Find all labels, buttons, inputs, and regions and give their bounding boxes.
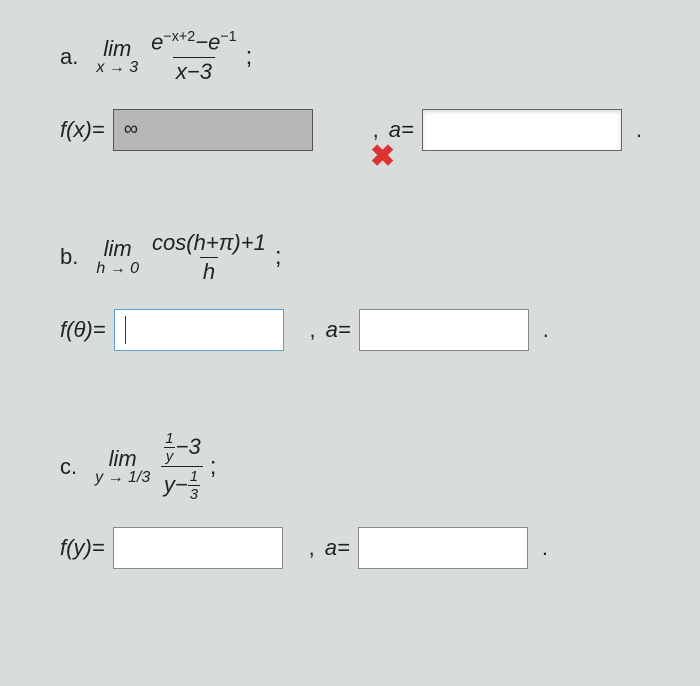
label-c: c. <box>60 454 77 480</box>
problem-a: a. lim x → 3 e−x+2−e−1 x−3 ; f(x)= ∞ ✖ ,… <box>60 30 660 151</box>
answer-row-b: f(θ)= , a= . <box>60 309 660 351</box>
dot: . <box>542 535 548 561</box>
dot: . <box>543 317 549 343</box>
wrong-icon: ✖ <box>370 139 395 174</box>
label-b: b. <box>60 244 78 270</box>
a-input-a[interactable] <box>422 109 622 151</box>
a-label: a= <box>326 317 351 343</box>
denominator-c: y− 1 3 <box>161 466 203 502</box>
ftheta-input-b[interactable] <box>114 309 284 351</box>
expression-a: a. lim x → 3 e−x+2−e−1 x−3 ; <box>60 30 660 84</box>
a-label: a= <box>325 535 350 561</box>
inner-frac-num: 1 y <box>163 431 175 464</box>
limit-a: lim x → 3 <box>96 37 138 77</box>
dot: . <box>636 117 642 143</box>
fy-input-c[interactable] <box>113 527 283 569</box>
text-cursor <box>125 316 126 344</box>
a-input-b[interactable] <box>359 309 529 351</box>
limit-b: lim h → 0 <box>96 237 139 277</box>
denominator-b: h <box>200 257 218 284</box>
semicolon: ; <box>246 43 253 71</box>
ftheta-label: f(θ)= <box>60 317 106 343</box>
problem-b: b. lim h → 0 cos(h+π)+1 h ; f(θ)= , a= . <box>60 231 660 351</box>
expression-b: b. lim h → 0 cos(h+π)+1 h ; <box>60 231 660 284</box>
fx-input-a[interactable]: ∞ <box>113 109 313 151</box>
numerator-c: 1 y −3 <box>160 431 203 466</box>
inner-frac-den: 1 3 <box>188 469 200 502</box>
numerator-b: cos(h+π)+1 <box>149 231 269 257</box>
fx-label: f(x)= <box>60 117 105 143</box>
problem-c: c. lim y → 1/3 1 y −3 y− 1 3 <box>60 431 660 569</box>
fy-label: f(y)= <box>60 535 105 561</box>
fraction-b: cos(h+π)+1 h <box>149 231 269 284</box>
answer-row-c: f(y)= , a= . <box>60 527 660 569</box>
denominator-a: x−3 <box>173 57 215 84</box>
fraction-a: e−x+2−e−1 x−3 <box>148 30 239 84</box>
a-input-c[interactable] <box>358 527 528 569</box>
answer-row-a: f(x)= ∞ ✖ , a= . <box>60 109 660 151</box>
numerator-a: e−x+2−e−1 <box>148 30 239 57</box>
comma: , <box>310 317 316 343</box>
semicolon: ; <box>275 243 282 271</box>
comma: , <box>309 535 315 561</box>
expression-c: c. lim y → 1/3 1 y −3 y− 1 3 <box>60 431 660 502</box>
limit-c: lim y → 1/3 <box>95 447 150 487</box>
semicolon: ; <box>210 453 217 481</box>
label-a: a. <box>60 44 78 70</box>
fraction-c: 1 y −3 y− 1 3 <box>160 431 203 502</box>
